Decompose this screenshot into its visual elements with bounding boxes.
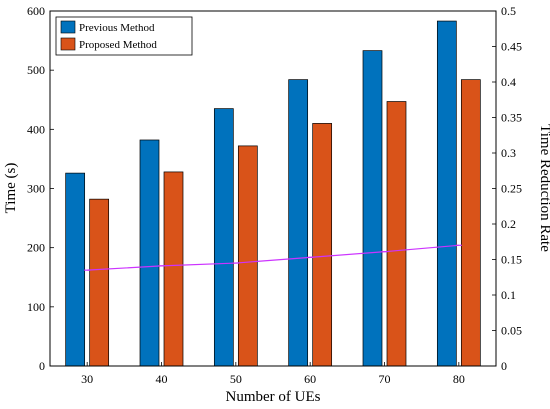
bar-previous-60 [288,79,309,367]
y-tick-label-400: 400 [27,122,45,136]
bar-previous-30 [65,172,86,367]
legend-swatch-previous [60,20,76,34]
y-tick-label-0: 0 [39,359,45,373]
bar-proposed-80 [460,79,481,367]
x-tick-label-50: 50 [230,372,242,386]
bar-proposed-70 [386,101,407,367]
bar-previous-70 [362,50,383,367]
legend: Previous Method Proposed Method [55,16,193,56]
reduction-rate-line-group [84,244,462,271]
right-axis-ticks: 0 0.05 0.1 0.15 0.2 0.25 0.3 0.35 0.4 0.45 0.5 [492,4,522,373]
y2-tick-label-0.5: 0.5 [501,4,516,18]
bar-proposed-60 [312,123,333,367]
y2-tick-label-0.2: 0.2 [501,217,516,231]
y2-tick-label-0.15: 0.15 [501,253,522,267]
y2-tick-label-0.1: 0.1 [501,288,516,302]
x-axis-title: Number of UEs [226,389,321,405]
bar-proposed-30 [89,198,110,367]
bar-proposed-50 [237,145,258,367]
y2-tick-label-0.3: 0.3 [501,146,516,160]
plot-area [50,11,496,366]
left-axis-ticks: 0 100 200 300 400 500 600 [27,4,54,373]
bars-group [65,20,481,367]
legend-label-proposed: Proposed Method [79,39,157,51]
bar-previous-40 [139,139,160,367]
y2-tick-label-0: 0 [501,359,507,373]
y-tick-label-600: 600 [27,4,45,18]
x-tick-label-80: 80 [453,372,465,386]
x-tick-label-40: 40 [156,372,168,386]
legend-label-previous: Previous Method [79,22,155,34]
y-tick-label-200: 200 [27,241,45,255]
x-axis-ticks: 30 40 50 60 70 80 [81,362,465,386]
legend-box [55,16,193,56]
legend-swatch-proposed [60,37,76,51]
y-axis-title: Time (s) [3,163,19,214]
y-tick-label-500: 500 [27,63,45,77]
y2-axis-title: Time Reduction Rate [537,124,550,252]
y2-tick-label-0.05: 0.05 [501,324,522,338]
reduction-rate-line [87,244,459,271]
x-tick-label-30: 30 [81,372,93,386]
y2-tick-label-0.4: 0.4 [501,75,516,89]
bar-previous-80 [436,20,457,367]
bar-proposed-40 [163,171,184,367]
x-tick-label-60: 60 [304,372,316,386]
y2-tick-label-0.45: 0.45 [501,40,522,54]
y-tick-label-300: 300 [27,182,45,196]
x-tick-label-70: 70 [379,372,391,386]
y2-tick-label-0.25: 0.25 [501,182,522,196]
y-tick-label-100: 100 [27,300,45,314]
bar-previous-50 [213,108,234,367]
y2-tick-label-0.35: 0.35 [501,111,522,125]
